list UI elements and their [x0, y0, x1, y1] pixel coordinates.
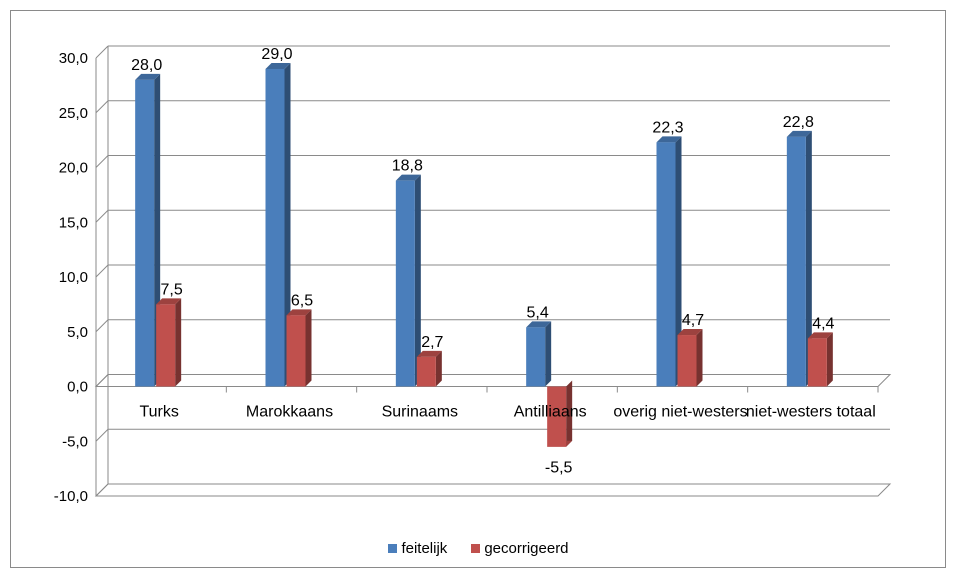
gridline-depth-1 — [95, 100, 109, 114]
x-tick-label-4: overig niet-westers — [613, 404, 747, 421]
x-tick-label-0: Turks — [139, 404, 178, 421]
y-tick-label-3: 15,0 — [59, 214, 88, 231]
x-tick-label-5: niet-westers totaal — [746, 404, 876, 421]
bar-top-s2-0 — [156, 298, 182, 305]
bar-side-s2-3 — [566, 380, 573, 447]
bar-top-s1-3 — [526, 321, 552, 328]
data-label-s2-1: 6,5 — [291, 292, 313, 309]
legend-item-series-2: gecorrigeerd — [471, 540, 569, 557]
bar-side-s2-5 — [826, 332, 833, 387]
bar-top-s2-5 — [807, 332, 833, 339]
legend-swatch-series-1 — [388, 544, 398, 553]
bar-side-s1-2 — [414, 174, 421, 387]
bar-s2-4 — [677, 335, 697, 387]
data-label-s1-1: 29,0 — [261, 46, 292, 63]
legend-label-series-2: gecorrigeerd — [484, 540, 569, 557]
data-label-s1-0: 28,0 — [131, 57, 162, 74]
bar-s1-5 — [786, 136, 806, 387]
y-tick-label-5: 5,0 — [67, 324, 88, 341]
bar-side-s1-5 — [805, 130, 812, 387]
data-label-s2-2: 2,7 — [421, 334, 443, 351]
legend-swatch-series-2 — [471, 544, 481, 553]
gridline-depth-0 — [95, 45, 109, 59]
y-tick-label-6: 0,0 — [67, 379, 88, 396]
bar-top-s2-4 — [677, 329, 703, 336]
bar-side-s2-2 — [435, 350, 442, 387]
bar-s2-0 — [156, 304, 176, 387]
y-tick-label-0: 30,0 — [59, 50, 88, 67]
x-tick-label-3: Antilliaans — [514, 404, 587, 421]
bar-top-s1-0 — [135, 73, 161, 80]
gridline-depth-4 — [95, 264, 109, 278]
data-label-s1-5: 22,8 — [783, 114, 814, 131]
legend-item-series-1: feitelijk — [388, 540, 447, 557]
y-tick-label-4: 10,0 — [59, 269, 88, 286]
bar-s2-5 — [807, 338, 827, 387]
gridline-depth-3 — [95, 209, 109, 223]
bar-side-s1-1 — [284, 62, 291, 387]
data-label-s2-0: 7,5 — [161, 281, 183, 298]
data-label-s2-4: 4,7 — [682, 312, 704, 329]
bar-top-s1-1 — [265, 62, 291, 69]
x-axis-plane — [94, 374, 892, 387]
bar-top-s1-5 — [786, 130, 812, 137]
bar-side-s2-4 — [696, 329, 703, 387]
bar-side-s2-0 — [175, 298, 182, 387]
bar-top-s2-2 — [416, 350, 442, 357]
bar-s2-2 — [416, 356, 436, 387]
bar-top-s2-1 — [286, 309, 312, 316]
y-tick-label-8: -10,0 — [54, 488, 88, 505]
bar-s1-4 — [656, 142, 676, 387]
legend-label-series-1: feitelijk — [401, 540, 448, 557]
bar-s1-0 — [135, 79, 155, 387]
data-label-s2-3: -5,5 — [545, 460, 573, 477]
chart-floor — [94, 483, 892, 497]
gridline-depth-5 — [95, 319, 109, 333]
chart-legend: feitelijk gecorrigeerd — [0, 540, 957, 557]
data-label-s2-5: 4,4 — [812, 315, 834, 332]
data-label-s1-2: 18,8 — [392, 158, 423, 175]
y-tick-label-1: 25,0 — [59, 105, 88, 122]
bar-s2-3 — [547, 386, 567, 447]
y-tick-label-7: -5,0 — [62, 433, 88, 450]
bar-side-s1-4 — [675, 136, 682, 387]
bar-s1-2 — [395, 180, 415, 387]
gridline-depth-7 — [95, 428, 109, 442]
bar-top-s1-4 — [656, 136, 682, 143]
x-tick-label-1: Marokkaans — [246, 404, 333, 421]
y-tick-label-2: 20,0 — [59, 160, 88, 177]
bar-s2-1 — [286, 315, 306, 387]
data-label-s1-3: 5,4 — [527, 304, 549, 321]
bar-top-s1-2 — [395, 174, 421, 181]
bar-side-s2-1 — [305, 309, 312, 387]
bar-s1-1 — [265, 68, 285, 387]
x-tick-label-2: Surinaams — [382, 404, 458, 421]
bar-s1-3 — [526, 327, 546, 387]
data-label-s1-4: 22,3 — [652, 119, 683, 136]
bar-side-s1-3 — [545, 321, 552, 387]
gridline-depth-2 — [95, 155, 109, 168]
